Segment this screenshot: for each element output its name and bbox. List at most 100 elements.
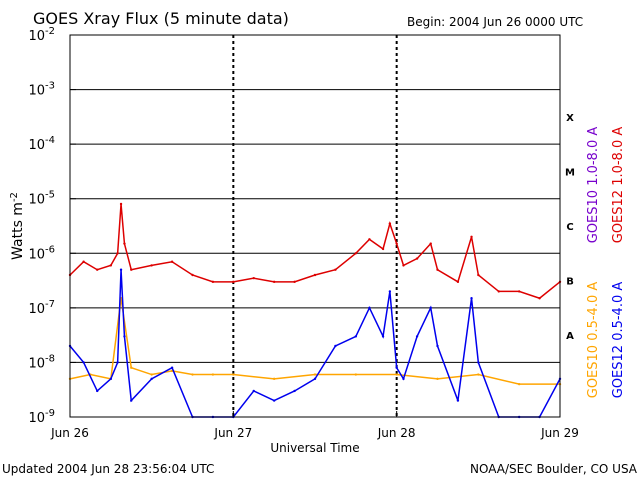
data-point	[395, 242, 398, 245]
data-point	[538, 297, 541, 300]
y-tick-label: 10-7	[28, 299, 55, 317]
data-point	[293, 389, 296, 393]
data-point	[272, 377, 276, 381]
data-point	[293, 280, 296, 284]
data-point	[477, 361, 480, 364]
data-point	[82, 361, 85, 364]
x-axis-ticks: Jun 26 Jun 27 Jun 28 Jun 29	[50, 411, 579, 440]
y-tick-label: 10-9	[28, 408, 55, 426]
data-point	[334, 344, 337, 348]
data-point	[272, 399, 276, 402]
flare-class-label: B	[566, 277, 574, 288]
gridlines	[70, 35, 560, 417]
y-axis-label: Watts m-2	[9, 192, 26, 260]
y-tick-label: 10-6	[28, 244, 55, 262]
data-point	[232, 280, 235, 284]
data-point	[119, 202, 123, 206]
flare-class-label: C	[566, 222, 573, 233]
y-tick-label: 10-2	[28, 26, 55, 44]
flare-class-label: A	[566, 331, 574, 342]
data-point	[395, 373, 398, 376]
flare-class-label: M	[565, 167, 575, 178]
data-point	[395, 366, 398, 369]
series-layer	[68, 202, 562, 419]
data-point	[436, 377, 439, 381]
data-point	[123, 242, 126, 245]
legend: GOES10 1.0-8.0 A GOES12 1.0-8.0 A GOES10 0…	[586, 127, 626, 399]
legend-entry: GOES12 0.5-4.0 A	[611, 282, 626, 399]
data-point	[436, 344, 439, 348]
y-axis-ticks: 10-9 10-8 10-7 10-6 10-5 10-4 10-3 10-2	[28, 26, 76, 426]
data-point	[429, 242, 432, 245]
data-point	[456, 280, 460, 284]
data-point	[116, 361, 119, 364]
legend-entry: GOES10 0.5-4.0 A	[586, 282, 601, 399]
data-point	[130, 366, 133, 369]
data-point	[211, 280, 215, 284]
data-point	[354, 373, 358, 376]
data-point	[96, 268, 99, 271]
flare-class-label: X	[566, 113, 574, 124]
legend-entry: GOES10 1.0-8.0 A	[586, 127, 601, 244]
data-point	[116, 252, 119, 255]
data-point	[402, 377, 405, 381]
chart-title: GOES Xray Flux (5 minute data)	[33, 9, 289, 28]
y-tick-label: 10-4	[28, 135, 55, 153]
data-point	[402, 264, 405, 267]
data-point	[272, 280, 276, 284]
data-point	[436, 268, 439, 271]
data-point	[109, 264, 113, 267]
x-tick-label: Jun 28	[377, 426, 416, 440]
data-point	[381, 335, 385, 338]
data-point	[381, 247, 385, 251]
x-tick-label: Jun 26	[50, 426, 89, 440]
data-point	[517, 290, 521, 293]
data-point	[415, 335, 419, 338]
data-point	[368, 238, 371, 241]
data-point	[456, 399, 460, 402]
data-point	[150, 373, 153, 376]
data-point	[470, 297, 473, 300]
data-point	[368, 306, 371, 310]
plot-frame	[69, 34, 561, 418]
data-point	[388, 290, 392, 293]
data-point	[354, 252, 358, 255]
data-point	[119, 268, 123, 271]
data-point	[191, 373, 194, 376]
y-axis-label-group: Watts m-2	[9, 192, 26, 260]
data-point	[82, 260, 85, 263]
x-tick-label: Jun 27	[213, 426, 252, 440]
data-point	[334, 268, 337, 271]
data-point	[170, 260, 174, 263]
data-point	[130, 399, 133, 402]
data-point	[252, 389, 255, 393]
data-point	[150, 264, 153, 267]
flare-class-labels: A B C M X	[565, 113, 575, 342]
data-point	[313, 377, 317, 381]
data-point	[497, 290, 500, 293]
begin-label: Begin: 2004 Jun 26 0000 UTC	[407, 15, 583, 29]
data-point	[191, 273, 194, 277]
data-point	[252, 276, 255, 280]
data-point	[477, 373, 480, 376]
series-line	[69, 203, 561, 300]
y-tick-label: 10-3	[28, 81, 55, 99]
data-point	[415, 257, 419, 260]
y-tick-label: 10-5	[28, 190, 55, 208]
data-point	[150, 377, 153, 381]
data-point	[477, 273, 480, 277]
data-point	[313, 373, 317, 376]
data-point	[517, 382, 521, 386]
data-point	[130, 268, 133, 271]
data-point	[388, 222, 392, 225]
updated-timestamp: Updated 2004 Jun 28 23:56:04 UTC	[2, 462, 214, 476]
credit-text: NOAA/SEC Boulder, CO USA	[470, 462, 638, 476]
y-axis-label-exponent: -2	[9, 192, 20, 202]
legend-entry: GOES12 1.0-8.0 A	[611, 127, 626, 244]
data-point	[123, 335, 126, 338]
data-point	[232, 373, 235, 376]
data-point	[211, 373, 215, 376]
data-point	[429, 306, 432, 310]
